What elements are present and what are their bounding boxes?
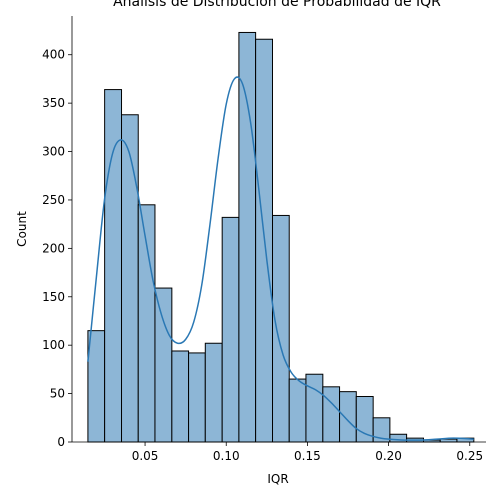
histogram-bar: [171, 350, 190, 443]
x-tick-label: 0.15: [294, 449, 321, 463]
y-tick-label: 50: [50, 387, 65, 401]
chart-title: Análisis de Distribución de Probabilidad…: [113, 0, 441, 10]
x-tick-label: 0.05: [132, 449, 159, 463]
histogram-bar: [389, 433, 408, 443]
x-tick-label: 0.25: [456, 449, 483, 463]
x-tick-label: 0.10: [213, 449, 240, 463]
y-tick-label: 250: [42, 193, 65, 207]
x-axis-ticks: 0.05 0.10 0.15 0.20 0.25: [132, 442, 483, 463]
histogram-bar: [154, 287, 173, 443]
histogram-bar: [339, 391, 357, 443]
histogram-bar: [305, 373, 324, 443]
y-tick-label: 300: [42, 145, 65, 159]
histogram-bar: [188, 352, 206, 443]
histogram-bar: [439, 438, 458, 443]
kde-curve: [87, 76, 474, 441]
y-tick-label: 350: [42, 96, 65, 110]
histogram-bar: [204, 342, 223, 443]
histogram-bar: [221, 216, 240, 443]
histogram-bar: [238, 31, 257, 443]
y-tick-label: 400: [42, 48, 65, 62]
y-axis-ticks: 0 50 100 150 200 250 300 350 400: [42, 48, 72, 449]
histogram-bar: [104, 89, 123, 443]
y-axis-label: Count: [15, 211, 29, 247]
histogram-bar: [288, 378, 307, 443]
y-tick-label: 200: [42, 241, 65, 255]
y-tick-label: 0: [57, 435, 65, 449]
y-tick-label: 100: [42, 338, 65, 352]
histogram-bar: [272, 214, 290, 443]
histogram-bar: [322, 386, 341, 443]
x-tick-label: 0.20: [375, 449, 402, 463]
histogram-bar: [121, 114, 139, 443]
x-axis-label: IQR: [267, 472, 288, 486]
histogram-bar: [87, 330, 106, 443]
y-tick-label: 150: [42, 290, 65, 304]
